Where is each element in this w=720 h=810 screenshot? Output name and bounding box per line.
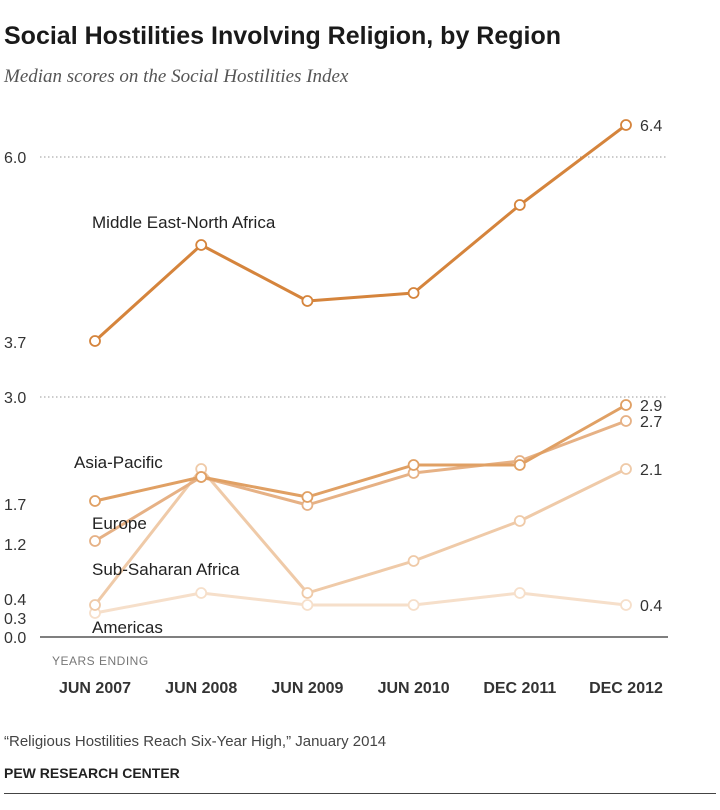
start-value-label: 0.4 [4, 592, 26, 609]
data-point [89, 599, 101, 611]
data-point [620, 399, 632, 411]
organization-name: PEW RESEARCH CENTER [4, 765, 180, 781]
data-point [620, 599, 632, 611]
bottom-divider [4, 793, 716, 794]
data-point [301, 295, 314, 307]
data-point [89, 335, 101, 347]
data-point [513, 515, 526, 527]
line-chart: 0.0 3.0 6.0 YEARS ENDING JUN 2007 JUN 2008 JUN… [4, 118, 668, 697]
data-point [407, 459, 420, 471]
series-line [93, 467, 628, 607]
start-value-label: 0.3 [4, 611, 26, 628]
data-point [620, 463, 632, 475]
end-value-label: 0.4 [640, 598, 662, 615]
data-point [89, 535, 101, 547]
data-point [407, 287, 420, 299]
x-tick-label: DEC 2011 [483, 680, 556, 697]
x-tick-label: JUN 2008 [165, 680, 237, 697]
data-point [301, 491, 314, 503]
y-tick-label: 6.0 [4, 150, 26, 167]
chart-subtitle: Median scores on the Social Hostilities … [4, 66, 349, 87]
data-point [301, 599, 314, 611]
data-point [89, 495, 101, 507]
data-point [620, 119, 632, 131]
data-point [301, 587, 314, 599]
series-line [93, 591, 628, 615]
x-tick-label: DEC 2012 [589, 680, 663, 697]
x-tick-label: JUN 2007 [59, 680, 131, 697]
series-line [93, 403, 628, 503]
x-tick-label: JUN 2010 [378, 680, 450, 697]
y-tick-label: 0.0 [4, 630, 26, 647]
series-name-label: Asia-Pacific [74, 453, 163, 472]
data-point [407, 555, 420, 567]
data-point [407, 599, 420, 611]
start-value-label: 1.7 [4, 497, 26, 514]
end-value-label: 2.9 [640, 398, 662, 415]
start-value-label: 1.2 [4, 537, 26, 554]
series-name-label: Sub-Saharan Africa [92, 560, 240, 579]
x-tick-label: JUN 2009 [271, 680, 343, 697]
series-name-label: Middle East-North Africa [92, 213, 276, 232]
source-note: “Religious Hostilities Reach Six-Year Hi… [4, 733, 387, 750]
y-tick-label: 3.0 [4, 390, 26, 407]
end-value-label: 2.7 [640, 414, 662, 431]
data-point [620, 415, 632, 427]
data-point [513, 587, 526, 599]
chart-title: Social Hostilities Involving Religion, b… [4, 22, 562, 50]
series-name-label: Americas [92, 618, 163, 637]
data-point [513, 459, 526, 471]
series-name-label: Europe [92, 514, 147, 533]
start-value-label: 3.7 [4, 335, 26, 352]
x-axis-note: YEARS ENDING [52, 654, 149, 668]
series-line [93, 123, 628, 343]
data-point [195, 239, 208, 251]
data-point [513, 199, 526, 211]
data-point [195, 471, 208, 483]
end-value-label: 2.1 [640, 462, 662, 479]
data-point [195, 587, 208, 599]
end-value-label: 6.4 [640, 118, 662, 135]
